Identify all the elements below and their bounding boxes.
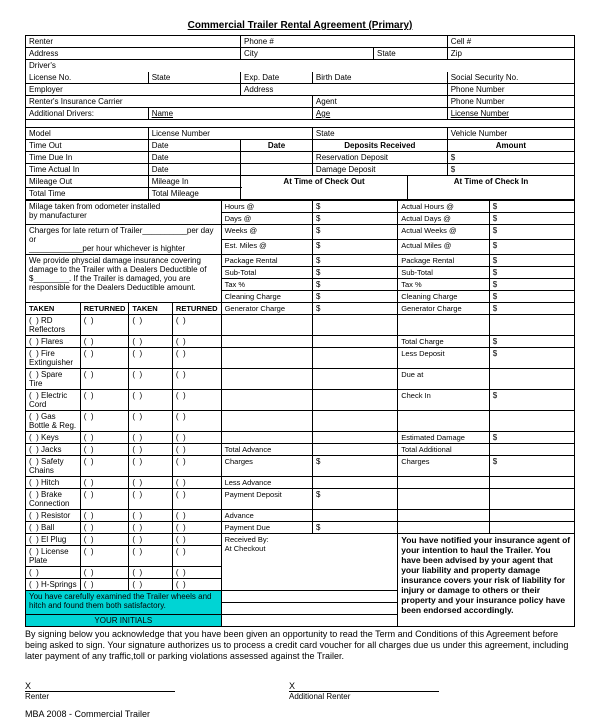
ci-hours: Actual Hours @ [398, 201, 490, 213]
add-license[interactable]: License Number [447, 108, 574, 120]
reservation-date[interactable] [241, 152, 313, 164]
time-out[interactable]: Time Out [26, 140, 149, 152]
equip-item[interactable]: ( ) [26, 567, 81, 579]
exp-date[interactable]: Exp. Date [241, 72, 313, 84]
equip-item[interactable]: ( ) Safety Chains [26, 456, 81, 477]
late-text: Charges for late return of Trailer______… [26, 225, 222, 255]
sig-x-1: X [25, 681, 289, 691]
birth-date[interactable]: Birth Date [312, 72, 447, 84]
total-time[interactable]: Total Time [26, 188, 149, 200]
equip-item[interactable]: ( ) El Plug [26, 534, 81, 546]
sig-additional: Additional Renter [289, 692, 553, 701]
ssn[interactable]: Social Security No. [447, 72, 574, 84]
equip-item[interactable]: ( ) Hitch [26, 477, 81, 489]
form-table: Renter Phone # Cell # Address City State… [25, 35, 575, 200]
vehicle-license[interactable]: License Number [148, 128, 312, 140]
equip-item[interactable]: ( ) RD Reflectors [26, 315, 81, 336]
checkin-header: At Time of Check In [408, 176, 574, 199]
model[interactable]: Model [26, 128, 149, 140]
time-due[interactable]: Time Due In [26, 152, 149, 164]
taken-2: TAKEN [129, 303, 172, 315]
reservation-amount[interactable] [447, 152, 574, 164]
equip-item[interactable]: ( ) H-Springs [26, 579, 81, 591]
city-label[interactable]: City [241, 48, 374, 60]
license-no[interactable]: License No. [26, 72, 149, 84]
cell-label[interactable]: Cell # [447, 36, 574, 48]
milage-text: Milage taken from odometer installedby m… [26, 201, 222, 225]
equip-item[interactable]: ( ) License Plate [26, 546, 81, 567]
add-name[interactable]: Name [148, 108, 312, 120]
signing-text: By signing below you acknowledge that yo… [25, 629, 575, 661]
phone-label[interactable]: Phone # [241, 36, 448, 48]
footer-code: MBA 2008 - Commercial Trailer [25, 709, 575, 719]
equip-item[interactable]: ( ) Gas Bottle & Reg. [26, 411, 81, 432]
deposits-header: Deposits Received [312, 140, 447, 152]
address-label[interactable]: Address [26, 48, 241, 60]
vehicle-number[interactable]: Vehicle Number [447, 128, 574, 140]
sig-x-2: X [289, 681, 553, 691]
equip-item[interactable]: ( ) Spare Tire [26, 369, 81, 390]
damage-amount[interactable] [447, 164, 574, 176]
reservation-deposit: Reservation Deposit [312, 152, 447, 164]
document-title: Commercial Trailer Rental Agreement (Pri… [25, 20, 575, 31]
amount-header: Amount [447, 140, 574, 152]
mileage-out[interactable]: Mileage Out [26, 176, 149, 188]
equip-item[interactable]: ( ) Resistor [26, 510, 81, 522]
insurance-notice: You have notified your insurance agent o… [398, 534, 575, 627]
time-actual[interactable]: Time Actual In [26, 164, 149, 176]
date-header: Date [241, 140, 313, 152]
returned-2: RETURNED [172, 303, 221, 315]
license-state[interactable]: State [148, 72, 240, 84]
equip-item[interactable]: ( ) Jacks [26, 444, 81, 456]
time-out-date[interactable]: Date [148, 140, 240, 152]
checkout-header: At Time of Check Out [241, 176, 407, 199]
sig-renter: Renter [25, 692, 289, 701]
damage-deposit: Damage Deposit [312, 164, 447, 176]
equip-item[interactable]: ( ) Flares [26, 336, 81, 348]
initials-label[interactable]: YOUR INITIALS [26, 615, 222, 627]
equip-item[interactable]: ( ) Fire Extinguisher [26, 348, 81, 369]
state-label[interactable]: State [373, 48, 447, 60]
insurance-carrier[interactable]: Renter's Insurance Carrier [26, 96, 313, 108]
time-actual-date[interactable]: Date [148, 164, 240, 176]
total-mileage[interactable]: Total Mileage [148, 188, 240, 200]
equip-item[interactable]: ( ) Keys [26, 432, 81, 444]
equip-item[interactable]: ( ) Electric Cord [26, 390, 81, 411]
examined-text: You have carefully examined the Trailer … [26, 591, 222, 615]
add-drivers: Additional Drivers: [26, 108, 149, 120]
zip-label[interactable]: Zip [447, 48, 574, 60]
insurance-text: We provide physcial damage insurance cov… [26, 255, 222, 303]
taken-1: TAKEN [26, 303, 81, 315]
vehicle-state[interactable]: State [312, 128, 447, 140]
signature-area: X Renter X Additional Renter [25, 681, 575, 701]
damage-date[interactable] [241, 164, 313, 176]
insurance-phone[interactable]: Phone Number [447, 96, 574, 108]
charges-table: Milage taken from odometer installedby m… [25, 200, 575, 627]
mileage-in[interactable]: Mileage In [148, 176, 240, 188]
co-hours: Hours @ [221, 201, 312, 213]
employer-address[interactable]: Address [241, 84, 448, 96]
add-age[interactable]: Age [312, 108, 447, 120]
insurance-agent[interactable]: Agent [312, 96, 447, 108]
equip-item[interactable]: ( ) Ball [26, 522, 81, 534]
returned-1: RETURNED [80, 303, 129, 315]
employer-phone[interactable]: Phone Number [447, 84, 574, 96]
renter-label[interactable]: Renter [26, 36, 241, 48]
equip-item[interactable]: ( ) Brake Connection [26, 489, 81, 510]
drivers-label: Driver's [26, 60, 575, 72]
employer[interactable]: Employer [26, 84, 241, 96]
time-due-date[interactable]: Date [148, 152, 240, 164]
